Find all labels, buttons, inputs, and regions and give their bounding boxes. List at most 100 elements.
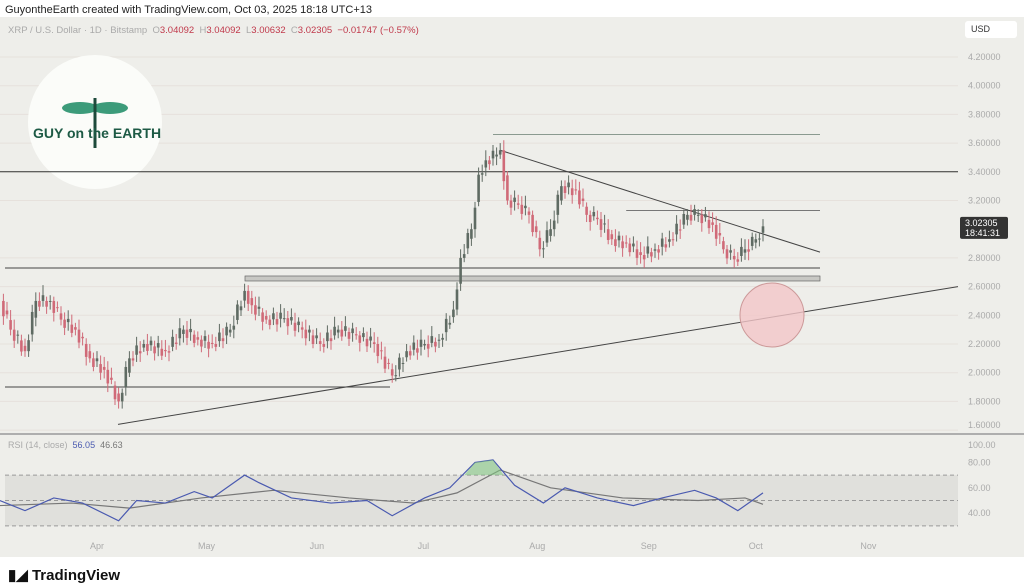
candle-body — [610, 234, 614, 240]
candle-body — [700, 214, 704, 224]
candle-body — [466, 233, 470, 249]
change-value: −0.01747 (−0.57%) — [337, 25, 419, 36]
candle-body — [401, 363, 405, 365]
candle-body — [286, 318, 290, 327]
candle-body — [686, 214, 689, 220]
candle-body — [606, 229, 610, 240]
candle-body — [275, 319, 279, 325]
candle-body — [246, 290, 250, 304]
candle-body — [394, 375, 398, 377]
candle-body — [534, 226, 538, 233]
candle-body — [531, 214, 534, 233]
candle-body — [660, 238, 664, 247]
candle-body — [444, 318, 448, 333]
candle-body — [99, 364, 102, 373]
close-label: C — [290, 25, 298, 36]
candle-body — [405, 351, 408, 358]
candle-body — [81, 336, 84, 339]
candle-body — [354, 334, 358, 336]
price-tick: 3.80000 — [968, 109, 1001, 119]
candle-body — [124, 366, 128, 388]
candle-body — [538, 237, 542, 250]
candle-body — [588, 214, 592, 223]
candle-body — [758, 238, 761, 240]
candle-body — [38, 300, 41, 307]
time-tick: Nov — [860, 541, 877, 551]
candle-body — [750, 236, 754, 246]
candle-body — [743, 249, 747, 253]
candle-body — [336, 329, 340, 333]
support-zone — [244, 275, 821, 282]
candle-body — [56, 307, 59, 309]
candle-body — [502, 150, 506, 182]
candle-body — [488, 160, 491, 165]
candle-body — [369, 336, 372, 341]
candle-body — [621, 241, 624, 249]
brand-text: TradingView — [31, 567, 121, 584]
candle-body — [239, 306, 243, 311]
price-tick: 2.20000 — [968, 339, 1001, 349]
candle-body — [279, 312, 282, 319]
candle-body — [20, 340, 23, 352]
candle-body — [318, 341, 322, 344]
candle-body — [261, 312, 264, 322]
candle-body — [642, 255, 646, 260]
candle-body — [178, 328, 182, 339]
candle-body — [628, 243, 632, 253]
candle-body — [376, 344, 380, 357]
candle-body — [189, 328, 192, 333]
tradingview-brand[interactable]: ▮◢ TradingView — [8, 566, 120, 584]
candle-body — [48, 300, 52, 302]
candle-body — [95, 358, 99, 362]
candle-body — [146, 344, 149, 351]
candle-body — [462, 254, 466, 258]
target-zone-circle — [739, 282, 805, 348]
low-label: L — [246, 25, 252, 36]
candle-body — [365, 338, 369, 347]
candle-body — [268, 319, 272, 326]
candle-body — [164, 349, 167, 352]
time-tick: Jun — [310, 541, 325, 551]
candle-body — [243, 290, 246, 301]
candle-body — [416, 348, 419, 353]
price-tag-countdown: 18:41:31 — [965, 228, 1000, 238]
candle-body — [632, 243, 635, 247]
candle-body — [174, 342, 178, 344]
candle-body — [45, 300, 48, 307]
candle-body — [210, 342, 214, 344]
candle-body — [311, 335, 315, 344]
candle-body — [74, 327, 77, 330]
candle-body — [448, 322, 452, 325]
candle-body — [117, 393, 120, 402]
candle-body — [372, 342, 376, 344]
symbol-name[interactable]: XRP / U.S. Dollar · 1D · Bitstamp — [8, 25, 148, 36]
candle-body — [196, 337, 200, 340]
candle-body — [675, 223, 678, 235]
candle-body — [30, 311, 34, 335]
rsi-ma-line — [0, 469, 764, 509]
low-value: 3.00632 — [251, 25, 286, 36]
candle-body — [27, 340, 30, 352]
candle-body — [9, 320, 12, 330]
candle-body — [455, 289, 459, 310]
candle-body — [689, 214, 693, 221]
price-tick: 1.60000 — [968, 420, 1001, 430]
candle-body — [657, 249, 660, 253]
candle-body — [63, 319, 66, 328]
candle-body — [527, 211, 531, 215]
candle-body — [693, 209, 696, 215]
candle-body — [153, 346, 156, 354]
candle-body — [52, 300, 56, 313]
candle-body — [434, 341, 437, 347]
candle-body — [430, 336, 434, 343]
currency-button[interactable]: USD — [965, 21, 1017, 38]
candle-body — [426, 344, 430, 349]
candle-body — [459, 257, 462, 284]
candle-body — [142, 344, 146, 348]
time-tick: Sep — [641, 541, 657, 551]
candle-body — [707, 219, 711, 229]
candle-body — [729, 250, 732, 253]
price-tick: 2.00000 — [968, 368, 1001, 378]
candle-body — [520, 204, 524, 214]
